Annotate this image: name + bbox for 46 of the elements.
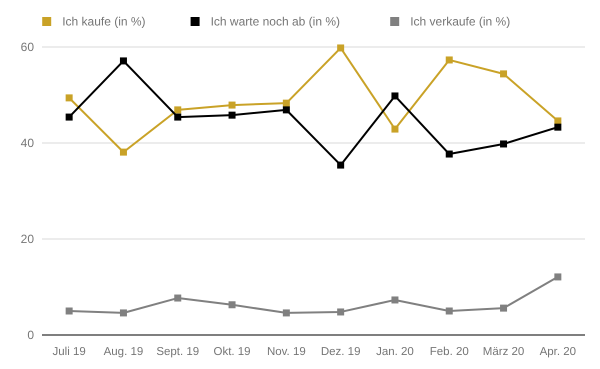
x-tick-label: März 20 <box>482 346 524 358</box>
point <box>174 114 182 121</box>
point <box>446 150 453 158</box>
point <box>228 112 236 119</box>
legend-label: Ich warte noch ab (in %) <box>210 14 340 29</box>
point <box>446 56 453 64</box>
point <box>174 294 182 302</box>
point <box>120 57 127 64</box>
point <box>66 114 73 121</box>
point <box>391 296 398 304</box>
point <box>500 70 508 78</box>
point <box>282 106 290 114</box>
point <box>446 308 453 314</box>
x-tick-label: Nov. 19 <box>266 346 306 358</box>
x-tick-label: Okt. 19 <box>214 346 251 358</box>
y-tick-label: 0 <box>27 328 34 342</box>
x-tick-label: Jan. 20 <box>376 346 414 358</box>
x-tick-label: Apr. 20 <box>540 346 576 358</box>
x-tick-label: Sept. 19 <box>156 346 200 358</box>
point <box>174 106 182 114</box>
legend-label: Ich kaufe (in %) <box>62 14 146 29</box>
point <box>228 102 236 109</box>
legend-label: Ich verkaufe (in %) <box>410 14 510 29</box>
point <box>120 148 127 156</box>
point <box>337 162 344 169</box>
y-tick-label: 20 <box>20 232 34 246</box>
point <box>500 304 508 312</box>
y-tick-label: 40 <box>20 136 34 150</box>
point <box>391 92 398 100</box>
point <box>337 308 344 316</box>
x-tick-label: Juli 19 <box>52 346 86 358</box>
point <box>391 126 398 133</box>
point <box>500 140 508 148</box>
y-tick-label: 60 <box>20 40 34 54</box>
point <box>282 309 290 316</box>
point <box>66 308 73 314</box>
point <box>554 273 562 280</box>
x-tick-label: Aug. 19 <box>104 346 144 358</box>
point <box>554 124 562 131</box>
point <box>337 44 344 52</box>
point <box>282 100 290 107</box>
point <box>66 94 73 102</box>
point <box>228 301 236 308</box>
x-tick-label: Feb. 20 <box>430 346 469 358</box>
point <box>120 309 127 316</box>
x-tick-label: Dez. 19 <box>320 346 360 358</box>
